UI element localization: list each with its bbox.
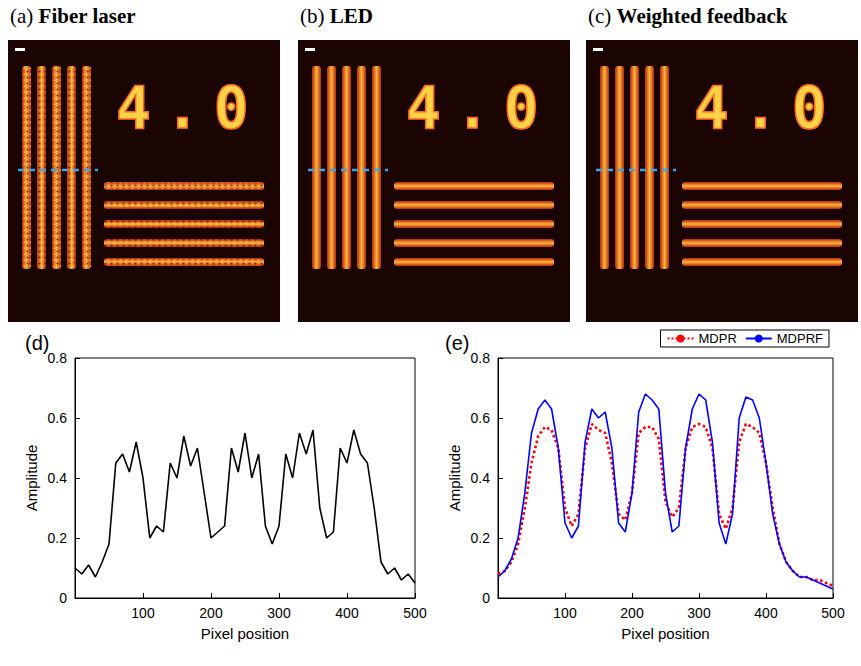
html-text:(c) Weighted feedback: (c) Weighted feedback <box>588 4 788 28</box>
svg-text:400: 400 <box>754 605 778 621</box>
svg-text:Amplitude: Amplitude <box>446 445 463 512</box>
svg-text:(e): (e) <box>445 332 469 354</box>
svg-text:0.4: 0.4 <box>48 470 68 486</box>
svg-text:200: 200 <box>620 605 644 621</box>
svg-text:0.8: 0.8 <box>471 350 491 366</box>
svg-text:400: 400 <box>335 605 359 621</box>
svg-text:Pixel position: Pixel position <box>201 625 289 642</box>
svg-text:Amplitude: Amplitude <box>23 445 40 512</box>
html-text:(a) Fiber laser: (a) Fiber laser <box>10 4 136 28</box>
svg-text:500: 500 <box>403 605 427 621</box>
svg-text:300: 300 <box>687 605 711 621</box>
svg-text:500: 500 <box>821 605 845 621</box>
svg-text:4.0: 4.0 <box>694 74 841 142</box>
svg-text:0.6: 0.6 <box>471 410 491 426</box>
svg-text:0.4: 0.4 <box>471 470 491 486</box>
html-text:(b) LED: (b) LED <box>300 4 373 28</box>
svg-text:0: 0 <box>482 590 490 606</box>
svg-text:0.8: 0.8 <box>48 350 68 366</box>
svg-text:100: 100 <box>131 605 155 621</box>
svg-text:0.6: 0.6 <box>48 410 68 426</box>
svg-text:0: 0 <box>59 590 67 606</box>
svg-text:MDPRF: MDPRF <box>777 331 823 346</box>
svg-text:Pixel position: Pixel position <box>621 625 709 642</box>
svg-text:MDPR: MDPR <box>699 331 737 346</box>
svg-text:4.0: 4.0 <box>116 74 263 142</box>
svg-text:4.0: 4.0 <box>406 74 553 142</box>
svg-text:0.2: 0.2 <box>48 530 68 546</box>
svg-text:(d): (d) <box>25 332 49 354</box>
svg-text:200: 200 <box>199 605 223 621</box>
svg-text:0.2: 0.2 <box>471 530 491 546</box>
svg-text:300: 300 <box>267 605 291 621</box>
svg-text:100: 100 <box>553 605 577 621</box>
